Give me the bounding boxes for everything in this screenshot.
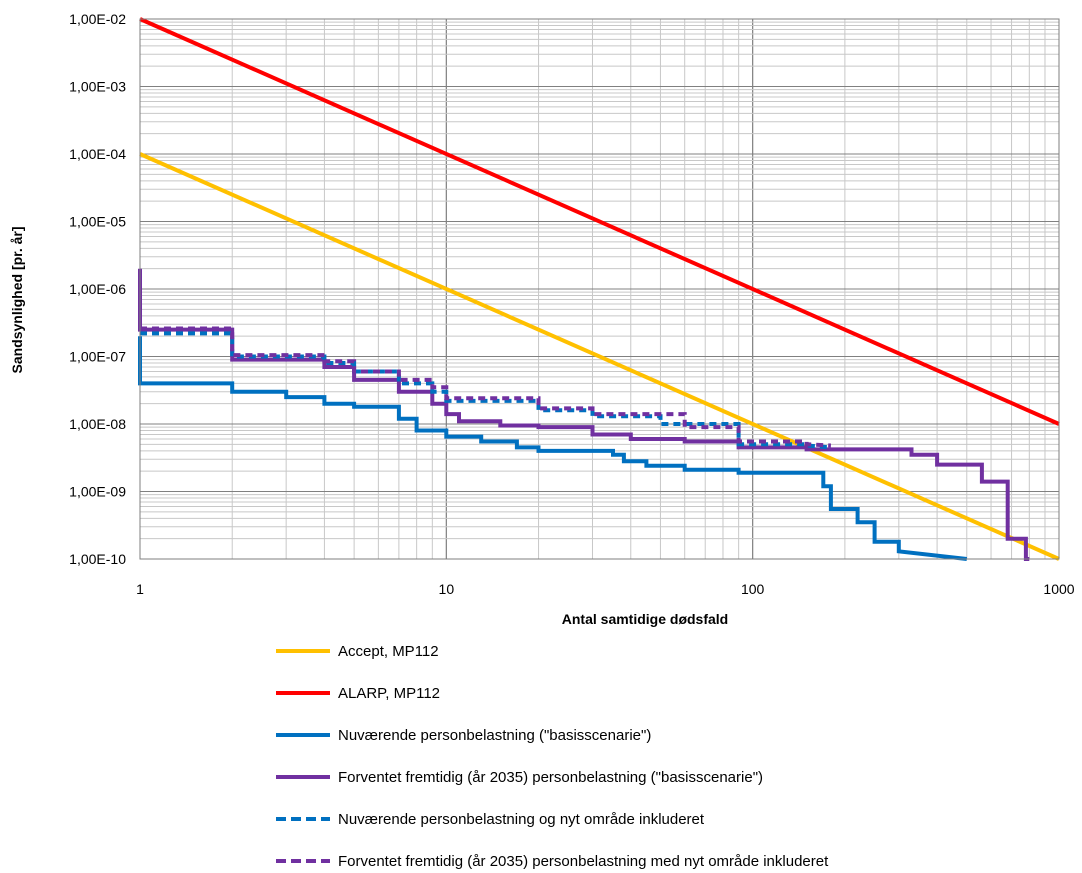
legend-label: ALARP, MP112	[338, 685, 440, 702]
legend: Accept, MP112 ALARP, MP112 Nuværende perso…	[276, 643, 829, 870]
legend-label: Nuværende personbelastning og nyt område…	[338, 811, 705, 828]
legend-label: Forventet fremtidig (år 2035) personbela…	[338, 769, 763, 786]
legend-label: Forventet fremtidig (år 2035) personbela…	[338, 853, 829, 870]
y-tick-label: 1,00E-10	[69, 551, 126, 567]
y-tick-label: 1,00E-04	[69, 146, 126, 162]
series-line-6	[140, 326, 831, 448]
x-tick-label: 1	[136, 581, 144, 597]
y-tick-label: 1,00E-03	[69, 79, 126, 95]
x-axis-title: Antal samtidige dødsfald	[562, 611, 728, 627]
grid	[139, 18, 1060, 560]
legend-label: Accept, MP112	[338, 643, 439, 660]
y-tick-label: 1,00E-02	[69, 11, 126, 27]
y-tick-label: 1,00E-08	[69, 416, 126, 432]
series-line-3	[138, 336, 968, 561]
y-tick-label: 1,00E-07	[69, 349, 126, 365]
x-tick-label: 10	[439, 581, 455, 597]
y-tick-label: 1,00E-05	[69, 214, 126, 230]
x-tick-label: 100	[741, 581, 765, 597]
plot-area-frame	[139, 18, 1060, 560]
y-axis-tick-labels: 1,00E-02 1,00E-03 1,00E-04 1,00E-05 1,00E-06…	[69, 11, 126, 567]
x-axis-tick-labels: 1 10 100 1000	[136, 581, 1075, 597]
plot-series	[138, 17, 1060, 561]
series-line-4	[138, 268, 1030, 561]
legend-label: Nuværende personbelastning ("basisscenar…	[338, 727, 651, 744]
series-line-2	[139, 17, 1060, 426]
y-tick-label: 1,00E-06	[69, 281, 126, 297]
y-tick-label: 1,00E-09	[69, 484, 126, 500]
series-line-1	[139, 152, 1060, 561]
y-axis-title: Sandsynlighed [pr. år]	[9, 226, 25, 373]
x-tick-label: 1000	[1043, 581, 1074, 597]
